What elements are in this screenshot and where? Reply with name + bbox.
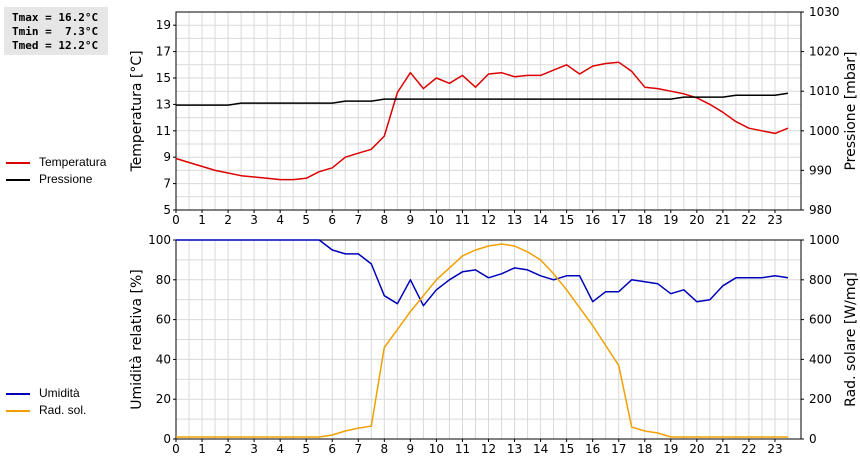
y-left-tick-label: 100: [148, 233, 171, 247]
x-tick-label: 14: [533, 213, 548, 227]
x-tick-label: 10: [429, 442, 444, 456]
y-left-tick-label: 20: [156, 392, 171, 406]
series-line-rad-sol: [176, 243, 788, 438]
x-tick-label: 19: [663, 442, 678, 456]
y-left-tick-label: 7: [163, 177, 171, 191]
stat-tmin: Tmin = 7.3°C: [12, 25, 99, 38]
legend-swatch-radiation: [6, 410, 30, 412]
y-right-tick-label: 1000: [809, 124, 840, 138]
x-tick-label: 6: [328, 442, 336, 456]
x-tick-label: 5: [302, 442, 310, 456]
y-left-tick-label: 19: [156, 18, 171, 32]
x-tick-label: 18: [637, 213, 652, 227]
x-tick-label: 8: [381, 442, 389, 456]
x-tick-label: 20: [689, 213, 704, 227]
x-tick-label: 8: [381, 213, 389, 227]
y-left-tick-label: 5: [163, 203, 171, 217]
legend-label-humidity: Umidità: [39, 386, 80, 400]
x-tick-label: 11: [455, 213, 470, 227]
legend-swatch-temperature: [6, 162, 30, 164]
y-left-tick-label: 9: [163, 150, 171, 164]
x-tick-label: 14: [533, 442, 548, 456]
y-right-tick-label: 800: [809, 273, 832, 287]
x-tick-label: 12: [481, 213, 496, 227]
legend-label-temperature: Temperatura: [39, 155, 107, 169]
x-tick-label: 13: [507, 213, 522, 227]
chart-humidity-radiation: 0 1 2 3 4 5 6 7 8 9 10 11 12 13 14 15 16 17 18 19 20 21 22 2302…: [129, 233, 859, 456]
x-tick-label: 11: [455, 442, 470, 456]
x-tick-label: 7: [354, 442, 362, 456]
x-tick-label: 9: [407, 213, 415, 227]
y-axis-label-right: Pressione [mbar]: [843, 51, 859, 170]
x-tick-label: 19: [663, 213, 678, 227]
x-tick-label: 23: [767, 442, 782, 456]
legend-swatch-pressure: [6, 179, 30, 181]
x-tick-label: 9: [407, 442, 415, 456]
y-left-tick-label: 60: [156, 313, 171, 327]
y-right-tick-label: 400: [809, 352, 832, 366]
x-tick-label: 4: [276, 442, 284, 456]
x-tick-label: 3: [250, 442, 258, 456]
x-tick-label: 10: [429, 213, 444, 227]
stat-tmed: Tmed = 12.2°C: [12, 39, 99, 52]
x-tick-label: 0: [172, 213, 180, 227]
x-tick-label: 12: [481, 442, 496, 456]
series-line-umidit: [176, 239, 789, 307]
x-tick-label: 21: [715, 213, 730, 227]
x-tick-label: 3: [250, 213, 258, 227]
y-right-tick-label: 1020: [809, 45, 840, 59]
y-left-tick-label: 15: [156, 71, 171, 85]
x-tick-label: 15: [559, 442, 574, 456]
y-left-tick-label: 17: [156, 45, 171, 59]
legend-swatch-humidity: [6, 393, 30, 395]
x-tick-label: 0: [172, 442, 180, 456]
y-left-tick-label: 80: [156, 273, 171, 287]
y-right-tick-label: 600: [809, 313, 832, 327]
x-tick-label: 1: [198, 442, 206, 456]
x-tick-label: 16: [585, 213, 600, 227]
y-right-tick-label: 1030: [809, 5, 840, 19]
legend-label-pressure: Pressione: [39, 172, 93, 186]
x-tick-label: 5: [302, 213, 310, 227]
x-tick-label: 22: [741, 442, 756, 456]
y-right-tick-label: 0: [809, 432, 817, 446]
stat-tmax: Tmax = 16.2°C: [12, 11, 99, 24]
y-axis-label-right: Rad. solare [W/mq]: [843, 272, 859, 407]
x-tick-label: 16: [585, 442, 600, 456]
y-left-tick-label: 40: [156, 352, 171, 366]
series-line-temperatura: [175, 61, 789, 181]
x-tick-label: 2: [224, 213, 232, 227]
y-axis-label-left: Umidità relativa [%]: [129, 269, 145, 410]
x-tick-label: 23: [767, 213, 782, 227]
x-tick-label: 17: [611, 213, 626, 227]
x-tick-label: 6: [328, 213, 336, 227]
y-left-tick-label: 0: [163, 432, 171, 446]
y-axis-label-left: Temperatura [°C]: [129, 50, 145, 172]
x-tick-label: 20: [689, 442, 704, 456]
x-tick-label: 2: [224, 442, 232, 456]
y-right-tick-label: 200: [809, 392, 832, 406]
x-tick-label: 13: [507, 442, 522, 456]
legend-label-radiation: Rad. sol.: [39, 403, 87, 417]
series-line-pressione: [176, 92, 789, 106]
y-right-tick-label: 980: [809, 203, 832, 217]
x-tick-label: 15: [559, 213, 574, 227]
x-tick-label: 4: [276, 213, 284, 227]
y-right-tick-label: 990: [809, 163, 832, 177]
x-tick-label: 7: [354, 213, 362, 227]
chart-temp-pressure: 0 1 2 3 4 5 6 7 8 9 10 11 12 13 14 15 16 17 18 19 20 21 22 2357…: [129, 5, 859, 227]
y-right-tick-label: 1000: [809, 233, 840, 247]
x-tick-label: 21: [715, 442, 730, 456]
x-tick-label: 22: [741, 213, 756, 227]
x-tick-label: 18: [637, 442, 652, 456]
x-tick-label: 1: [198, 213, 206, 227]
y-left-tick-label: 11: [156, 124, 171, 138]
stats-box: Tmax = 16.2°C Tmin = 7.3°C Tmed = 12.2°C: [4, 7, 108, 55]
x-tick-label: 17: [611, 442, 626, 456]
y-left-tick-label: 13: [156, 97, 171, 111]
y-right-tick-label: 1010: [809, 84, 840, 98]
